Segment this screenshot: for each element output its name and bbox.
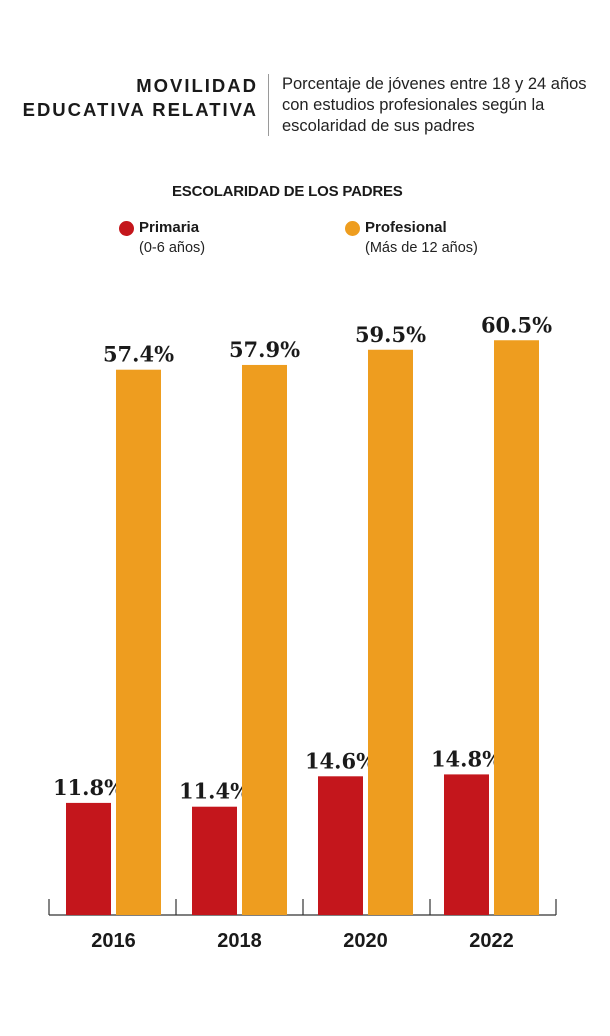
value-label-primaria-2016: 11.8% bbox=[53, 775, 124, 800]
value-label-profesional-2022: 60.5% bbox=[481, 312, 552, 337]
bar-profesional-2018 bbox=[242, 364, 287, 915]
bar-profesional-2022 bbox=[494, 340, 539, 915]
legend-sublabel-primaria: (0-6 años) bbox=[139, 240, 206, 256]
chart-title: MOVILIDAD EDUCATIVA RELATIVA bbox=[23, 74, 258, 122]
value-label-profesional-2020: 59.5% bbox=[355, 322, 426, 347]
value-label-profesional-2018: 57.9% bbox=[229, 337, 300, 362]
legend-label-profesional: Profesional bbox=[365, 219, 447, 236]
x-tick-label-2016: 2016 bbox=[91, 930, 136, 952]
value-label-primaria-2018: 11.4% bbox=[179, 779, 250, 804]
value-label-profesional-2016: 57.4% bbox=[103, 342, 174, 367]
value-label-primaria-2020: 14.6% bbox=[305, 748, 376, 773]
legend-dot-profesional bbox=[345, 221, 360, 236]
legend-label-primaria: Primaria bbox=[139, 219, 200, 236]
value-label-primaria-2022: 14.8% bbox=[431, 746, 502, 771]
bar-profesional-2020 bbox=[368, 349, 413, 915]
x-tick-label-2022: 2022 bbox=[469, 930, 514, 952]
chart-title-line-2: EDUCATIVA RELATIVA bbox=[22, 99, 258, 120]
chart-title-line-1: MOVILIDAD bbox=[136, 75, 258, 96]
x-tick-label-2018: 2018 bbox=[217, 930, 262, 952]
bar-profesional-2016 bbox=[116, 369, 161, 915]
x-tick-label-2020: 2020 bbox=[343, 930, 388, 952]
bar-primaria-2018 bbox=[192, 806, 237, 915]
bar-primaria-2016 bbox=[66, 802, 111, 915]
bar-primaria-2020 bbox=[318, 776, 363, 915]
legend-dot-primaria bbox=[119, 221, 134, 236]
title-divider bbox=[268, 74, 269, 136]
legend-title: ESCOLARIDAD DE LOS PADRES bbox=[172, 183, 403, 200]
chart-subtitle: Porcentaje de jóvenes entre 18 y 24 años… bbox=[282, 75, 587, 135]
legend-sublabel-profesional: (Más de 12 años) bbox=[365, 240, 478, 256]
bar-primaria-2022 bbox=[444, 774, 489, 915]
